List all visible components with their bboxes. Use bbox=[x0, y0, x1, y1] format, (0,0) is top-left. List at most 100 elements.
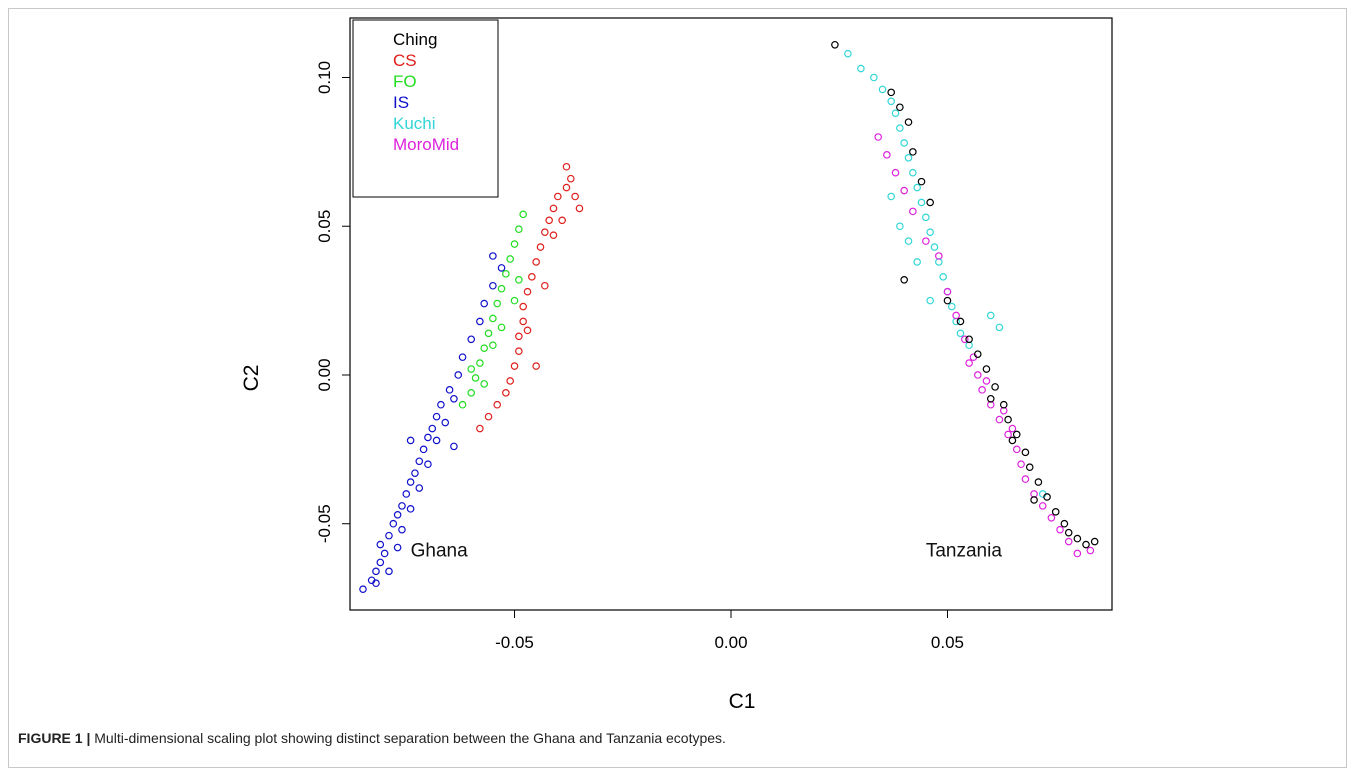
point-moromid bbox=[978, 386, 986, 394]
figure-frame bbox=[8, 8, 1347, 768]
point-kuchi bbox=[870, 73, 878, 82]
point-is bbox=[385, 567, 393, 576]
point-is bbox=[450, 442, 458, 451]
legend-entry-fo: FO bbox=[393, 72, 417, 91]
point-fo bbox=[467, 365, 476, 373]
point-fo bbox=[519, 210, 527, 219]
point-is bbox=[424, 433, 432, 442]
point-kuchi bbox=[956, 329, 965, 338]
point-is bbox=[406, 478, 415, 486]
point-cs bbox=[484, 412, 493, 421]
point-fo bbox=[506, 255, 514, 263]
point-kuchi bbox=[922, 213, 930, 222]
point-moromid bbox=[995, 415, 1004, 424]
point-fo bbox=[510, 240, 519, 248]
point-is bbox=[415, 457, 424, 466]
point-ching bbox=[1090, 537, 1099, 546]
x-tick-label: 0.00 bbox=[714, 633, 747, 652]
x-axis-label: C1 bbox=[729, 690, 756, 713]
point-ching bbox=[1021, 448, 1030, 457]
point-ching bbox=[965, 335, 973, 344]
point-fo bbox=[484, 329, 493, 338]
point-moromid bbox=[1021, 475, 1030, 483]
point-cs bbox=[562, 183, 571, 192]
point-cs bbox=[510, 362, 519, 370]
point-is bbox=[406, 505, 415, 513]
point-fo bbox=[489, 314, 497, 323]
point-fo bbox=[515, 275, 523, 284]
point-ching bbox=[1034, 478, 1043, 486]
point-fo bbox=[497, 323, 506, 332]
point-moromid bbox=[922, 237, 930, 245]
point-cs bbox=[493, 400, 502, 409]
point-kuchi bbox=[904, 237, 913, 245]
legend-entry-moromid: MoroMid bbox=[393, 135, 459, 154]
point-moromid bbox=[1073, 549, 1082, 558]
point-cs bbox=[541, 228, 549, 236]
point-fo bbox=[510, 296, 519, 305]
point-is bbox=[489, 281, 497, 290]
y-tick-label: 0.00 bbox=[315, 358, 334, 391]
point-kuchi bbox=[909, 168, 917, 177]
point-is bbox=[406, 436, 415, 445]
point-is bbox=[497, 264, 506, 272]
point-moromid bbox=[943, 287, 952, 296]
point-ching bbox=[909, 148, 917, 156]
point-fo bbox=[493, 299, 502, 308]
point-cs bbox=[562, 162, 571, 171]
point-moromid bbox=[1038, 502, 1047, 510]
y-tick-label: 0.05 bbox=[315, 210, 334, 243]
point-cs bbox=[575, 204, 584, 213]
point-fo bbox=[480, 344, 489, 353]
point-ching bbox=[887, 88, 895, 97]
point-is bbox=[480, 299, 489, 308]
point-kuchi bbox=[900, 139, 908, 147]
point-is bbox=[372, 567, 380, 576]
point-is bbox=[489, 252, 497, 260]
point-cs bbox=[554, 192, 562, 201]
annotation-ghana: Ghana bbox=[411, 540, 468, 561]
point-ching bbox=[973, 350, 982, 358]
point-moromid bbox=[965, 359, 973, 367]
point-cs bbox=[515, 347, 523, 355]
point-kuchi bbox=[891, 109, 900, 117]
y-tick-label: -0.05 bbox=[315, 504, 334, 543]
point-is bbox=[450, 394, 458, 403]
point-cs bbox=[571, 192, 579, 201]
point-ching bbox=[1060, 519, 1069, 528]
point-cs bbox=[523, 287, 532, 296]
figure-caption: FIGURE 1 | Multi-dimensional scaling plo… bbox=[18, 730, 726, 746]
point-cs bbox=[549, 204, 558, 213]
legend-box bbox=[352, 19, 499, 198]
series-fo bbox=[458, 210, 527, 409]
point-fo bbox=[489, 341, 497, 350]
point-is bbox=[437, 400, 445, 409]
point-is bbox=[467, 335, 476, 344]
point-cs bbox=[532, 362, 540, 370]
point-is bbox=[385, 531, 393, 540]
point-ching bbox=[926, 198, 934, 207]
point-is bbox=[432, 436, 441, 445]
point-kuchi bbox=[913, 258, 921, 266]
point-fo bbox=[476, 359, 484, 367]
point-ching bbox=[956, 317, 965, 326]
point-ching bbox=[999, 400, 1008, 409]
point-moromid bbox=[1086, 546, 1095, 555]
annotation-tanzania: Tanzania bbox=[926, 540, 1002, 561]
point-cs bbox=[536, 243, 545, 251]
point-kuchi bbox=[896, 124, 904, 132]
point-cs bbox=[502, 389, 510, 397]
point-ching bbox=[831, 40, 839, 49]
point-moromid bbox=[973, 371, 982, 379]
point-is bbox=[415, 484, 424, 492]
point-is bbox=[380, 549, 389, 558]
axes-layer: -0.05 0.00 0.05 -0.05 0.00 0.05 0.10 bbox=[315, 61, 964, 652]
point-kuchi bbox=[930, 243, 939, 251]
point-kuchi bbox=[939, 273, 947, 281]
point-kuchi bbox=[986, 311, 995, 320]
point-ching bbox=[1030, 496, 1038, 504]
series-ching bbox=[831, 40, 1099, 549]
point-fo bbox=[480, 380, 489, 388]
point-is bbox=[411, 469, 419, 477]
